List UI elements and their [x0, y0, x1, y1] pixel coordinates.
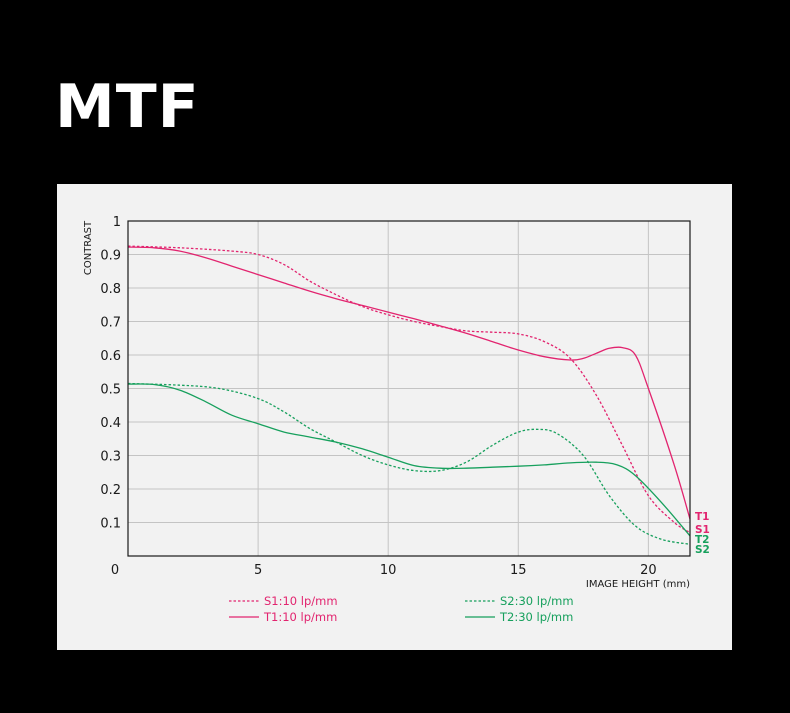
- page-title: MTF: [55, 72, 200, 142]
- mtf-chart-panel: 0.1 0.2 0.3 0.4 0.5 0.6 0.7 0.8 0.9 1 0 5 10 15 20 CO…: [57, 184, 732, 650]
- y-tick-label: 0.1: [100, 517, 121, 532]
- legend-label-t2: T2:30 lp/mm: [499, 610, 573, 624]
- plot-frame: [127, 220, 691, 557]
- end-label-s2: S2: [695, 544, 710, 556]
- y-tick-label: 0.5: [100, 383, 121, 398]
- series-line-s1: [127, 245, 691, 534]
- x-tick-label: 5: [254, 563, 262, 578]
- x-tick-label: 15: [510, 563, 527, 578]
- y-tick-label: 0.2: [100, 483, 121, 498]
- legend-label-t1: T1:10 lp/mm: [263, 610, 337, 624]
- legend-label-s1: S1:10 lp/mm: [264, 594, 338, 608]
- series-lines: [127, 245, 691, 545]
- y-tick-label: 0.9: [100, 249, 121, 264]
- legend: S1:10 lp/mm T1:10 lp/mm S2:30 lp/mm T2:30 l…: [229, 594, 574, 624]
- y-tick-label: 0.7: [100, 316, 121, 331]
- series-line-s2: [127, 382, 691, 545]
- series-line-t2: [127, 383, 691, 537]
- y-tick-labels: 0.1 0.2 0.3 0.4 0.5 0.6 0.7 0.8 0.9 1: [100, 215, 121, 532]
- y-tick-label: 0.4: [100, 416, 121, 431]
- x-tick-labels: 0 5 10 15 20: [111, 563, 657, 578]
- x-axis-label: IMAGE HEIGHT (mm): [586, 579, 690, 590]
- y-axis-label: CONTRAST: [83, 220, 94, 275]
- grid-lines: [128, 220, 690, 556]
- x-tick-label: 10: [380, 563, 397, 578]
- y-tick-label: 1: [113, 215, 121, 230]
- series-line-t1: [127, 246, 691, 520]
- mtf-chart: 0.1 0.2 0.3 0.4 0.5 0.6 0.7 0.8 0.9 1 0 5 10 15 20 CO…: [83, 215, 710, 624]
- y-tick-label: 0.6: [100, 349, 121, 364]
- end-label-s1: S1: [695, 524, 710, 536]
- x-tick-label: 0: [111, 563, 119, 578]
- x-tick-label: 20: [640, 563, 657, 578]
- end-label-t2: T2: [695, 534, 709, 546]
- y-tick-label: 0.8: [100, 282, 121, 297]
- end-label-t1: T1: [695, 511, 709, 523]
- y-tick-label: 0.3: [100, 450, 121, 465]
- legend-label-s2: S2:30 lp/mm: [500, 594, 574, 608]
